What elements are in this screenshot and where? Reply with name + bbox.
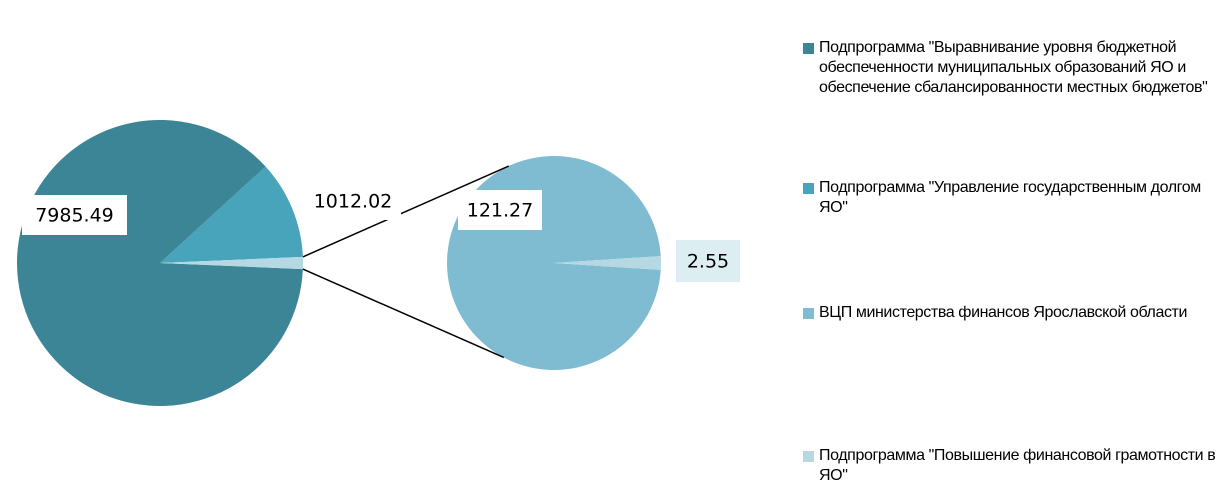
- legend-item: ВЦП министерства финансов Ярославской об…: [803, 303, 1218, 323]
- legend-item: Подпрограмма "Управление государственным…: [803, 178, 1218, 218]
- legend-swatch: [803, 183, 814, 194]
- pie-slice: [160, 256, 304, 270]
- legend-label: Подпрограмма "Выравнивание уровня бюджет…: [819, 39, 1208, 96]
- connector: [302, 268, 505, 359]
- connector: [302, 165, 510, 258]
- data-label: 7985.49: [35, 205, 114, 227]
- data-label-bg: [458, 190, 542, 230]
- legend-swatch: [803, 308, 814, 319]
- legend-label: ВЦП министерства финансов Ярославской об…: [819, 304, 1188, 321]
- data-label-bg: [305, 182, 401, 220]
- legend-label: Подпрограмма "Управление государственным…: [819, 179, 1201, 216]
- data-label: 121.27: [467, 200, 533, 222]
- pie-slice: [554, 256, 661, 270]
- data-label: 1012.02: [314, 191, 393, 213]
- data-label: 2.55: [687, 251, 729, 273]
- legend-swatch: [803, 451, 814, 462]
- legend-label: Подпрограмма "Повышение финансовой грамо…: [819, 447, 1216, 484]
- pie-slice: [16, 120, 303, 407]
- legend-item: Подпрограмма "Повышение финансовой грамо…: [803, 446, 1218, 486]
- pie-slice: [160, 166, 303, 263]
- data-label-bg: [676, 240, 740, 282]
- legend-item: Подпрограмма "Выравнивание уровня бюджет…: [803, 38, 1218, 98]
- data-label-bg: [22, 195, 127, 235]
- legend-swatch: [803, 43, 814, 54]
